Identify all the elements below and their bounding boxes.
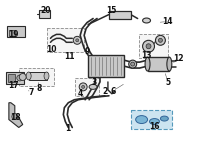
Circle shape: [76, 39, 79, 42]
Polygon shape: [9, 103, 23, 127]
Bar: [29, 72, 47, 80]
Ellipse shape: [136, 116, 148, 123]
Circle shape: [131, 62, 135, 66]
Bar: [19, 68, 54, 86]
Text: 18: 18: [10, 113, 21, 122]
Bar: [139, 34, 168, 58]
Bar: [109, 11, 131, 19]
Text: 3: 3: [91, 78, 97, 87]
Ellipse shape: [44, 72, 49, 80]
Bar: [8, 74, 15, 82]
Text: 15: 15: [106, 6, 116, 15]
Circle shape: [82, 85, 85, 88]
Bar: [7, 26, 25, 37]
Text: 14: 14: [162, 17, 173, 26]
Circle shape: [143, 40, 154, 52]
Text: 17: 17: [9, 81, 19, 90]
Ellipse shape: [89, 84, 97, 89]
Text: 10: 10: [46, 45, 57, 54]
Bar: [75, 78, 99, 96]
Text: 4: 4: [78, 89, 83, 98]
Ellipse shape: [145, 57, 150, 71]
Bar: [6, 72, 24, 84]
Ellipse shape: [167, 57, 172, 71]
Text: 20: 20: [40, 6, 51, 15]
Ellipse shape: [26, 72, 31, 80]
Circle shape: [19, 74, 26, 80]
Circle shape: [146, 44, 151, 49]
Ellipse shape: [143, 18, 151, 23]
Circle shape: [129, 60, 137, 68]
Ellipse shape: [150, 119, 159, 125]
Text: 9: 9: [84, 47, 90, 56]
Circle shape: [79, 83, 87, 91]
Bar: [39, 10, 50, 17]
Bar: [148, 57, 169, 71]
Text: 1: 1: [65, 124, 70, 133]
Text: 16: 16: [149, 122, 160, 131]
Text: 11: 11: [64, 52, 75, 61]
Ellipse shape: [160, 116, 168, 121]
Circle shape: [155, 35, 165, 45]
Text: 6: 6: [110, 87, 116, 96]
Circle shape: [12, 114, 18, 120]
Text: 5: 5: [166, 78, 171, 87]
Circle shape: [17, 75, 23, 81]
Text: 12: 12: [173, 54, 184, 64]
Text: 8: 8: [37, 83, 42, 93]
Bar: [88, 55, 124, 77]
Circle shape: [73, 36, 81, 44]
Text: 19: 19: [9, 30, 19, 39]
Text: 7: 7: [29, 88, 34, 97]
Text: 13: 13: [141, 51, 152, 60]
Text: 2: 2: [102, 87, 108, 96]
Bar: [131, 110, 172, 130]
Bar: [9, 30, 15, 36]
Circle shape: [158, 38, 162, 42]
Bar: [47, 28, 84, 52]
